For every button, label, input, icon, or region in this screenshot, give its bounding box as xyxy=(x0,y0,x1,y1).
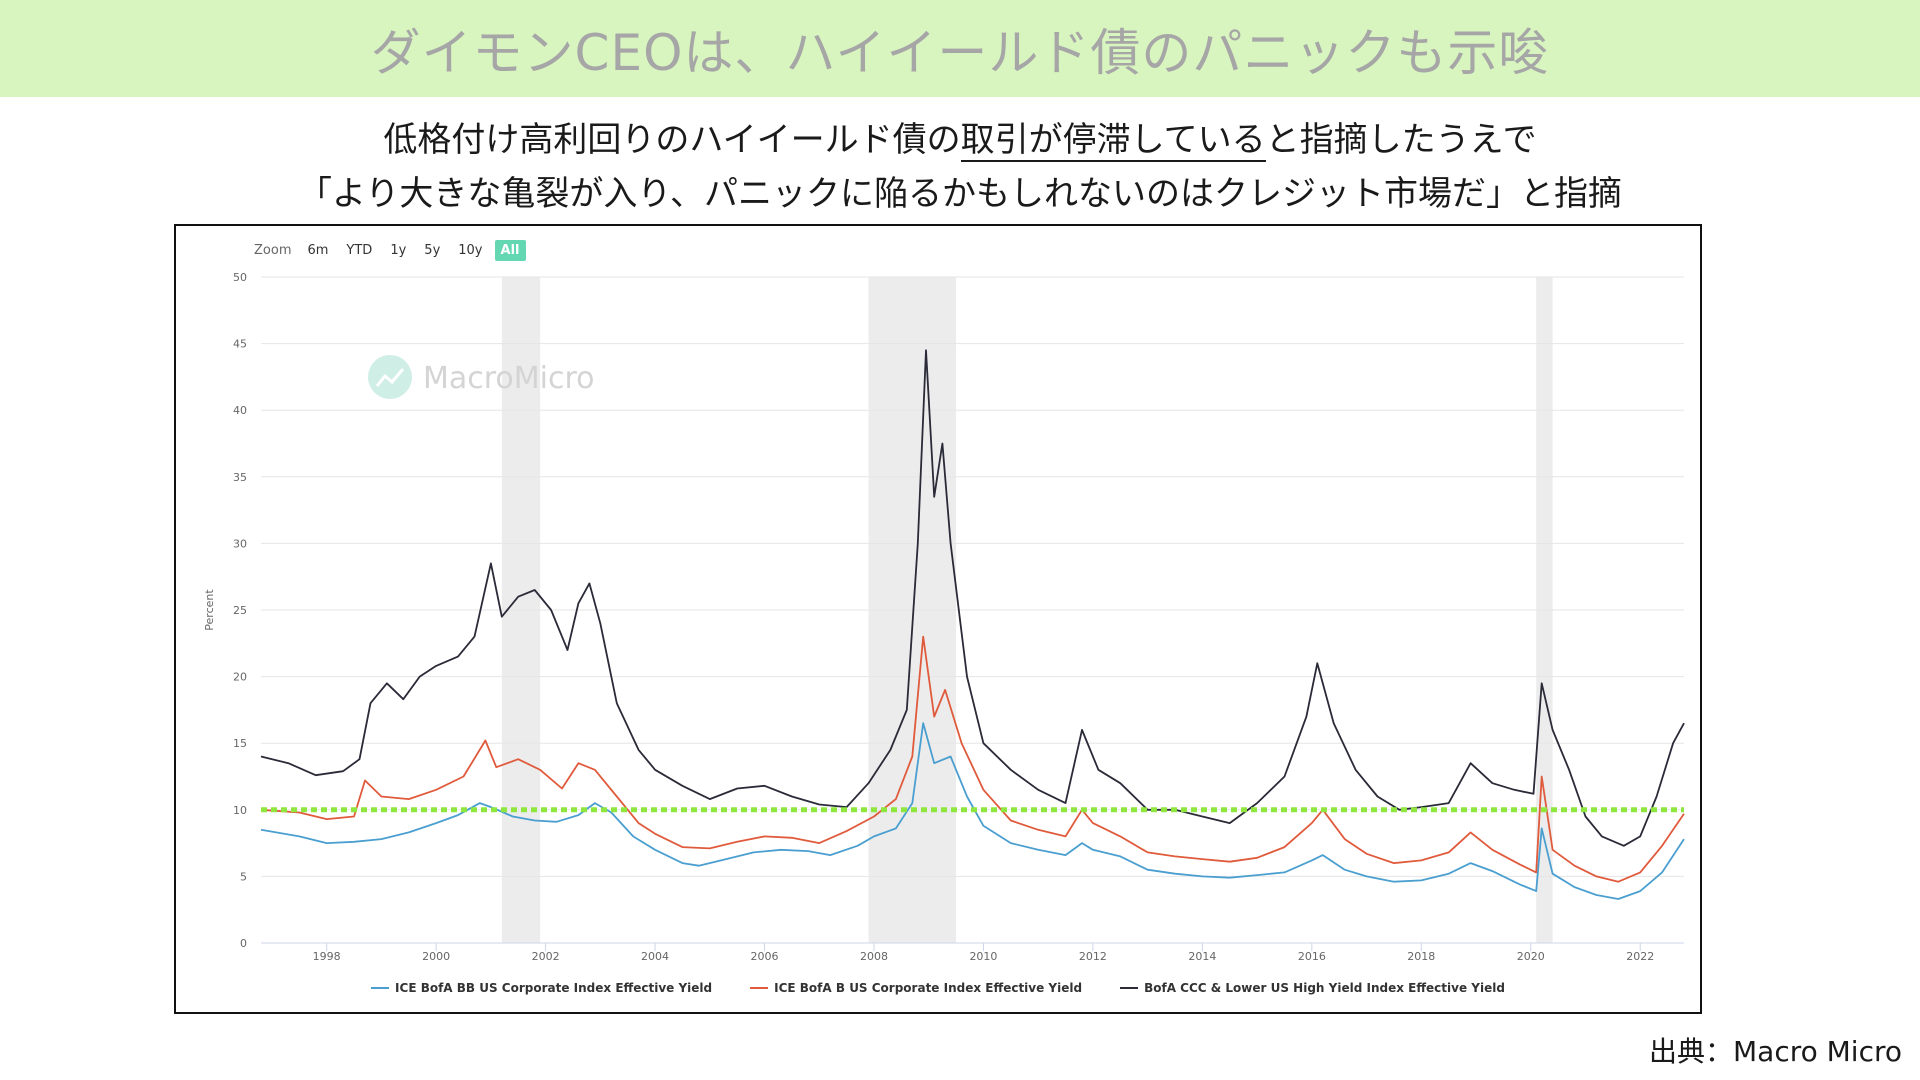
x-tick-label: 2014 xyxy=(1188,950,1216,963)
zoom-6m-button[interactable]: 6m xyxy=(307,243,329,258)
chart-legend: ICE BofA BB US Corporate Index Effective… xyxy=(176,981,1700,995)
y-tick-label: 15 xyxy=(233,737,247,750)
y-tick-label: 5 xyxy=(240,870,247,883)
x-tick-label: 2016 xyxy=(1298,950,1326,963)
subtitle-line-1-start: 低格付け高利回りのハイイールド債の xyxy=(383,120,961,160)
y-tick-label: 20 xyxy=(233,671,247,684)
zoom-bar: Zoom 6m YTD 1y 5y 10y All xyxy=(254,240,526,261)
x-tick-label: 2022 xyxy=(1626,950,1654,963)
chart-frame: 0 5 10 15 20 25 30 35 40 45 50 1998 2000 2002 2004 2006… xyxy=(174,224,1702,1014)
legend-item-ccc[interactable]: BofA CCC & Lower US High Yield Index Eff… xyxy=(1120,981,1505,995)
x-tick-label: 2000 xyxy=(422,950,450,963)
y-tick-label: 35 xyxy=(233,471,247,484)
legend-item-b[interactable]: ICE BofA B US Corporate Index Effective … xyxy=(750,981,1082,995)
x-tick-label: 2008 xyxy=(860,950,888,963)
subtitle-line-1-end: と指摘したうえで xyxy=(1265,120,1537,160)
zoom-1y-button[interactable]: 1y xyxy=(390,243,407,258)
y-tick-label: 30 xyxy=(233,537,247,550)
legend-swatch-bb xyxy=(371,987,390,989)
x-tick-label: 2004 xyxy=(641,950,669,963)
subtitle-line-1: 低格付け高利回りのハイイールド債の取引が停滞していると指摘したうえで xyxy=(0,112,1920,162)
x-tick-label: 2010 xyxy=(969,950,997,963)
x-tick-label: 2020 xyxy=(1517,950,1545,963)
subtitle-underlined-phrase: 取引が停滞している xyxy=(960,120,1266,162)
legend-label-bb: ICE BofA BB US Corporate Index Effective… xyxy=(395,981,713,995)
watermark-icon-line xyxy=(375,368,405,387)
series-line-0 xyxy=(260,722,1685,900)
legend-label-ccc: BofA CCC & Lower US High Yield Index Eff… xyxy=(1144,981,1505,995)
y-axis-label: Percent xyxy=(203,589,216,631)
zoom-5y-button[interactable]: 5y xyxy=(424,243,441,258)
y-tick-label: 45 xyxy=(233,338,247,351)
watermark-text: MacroMicro xyxy=(423,361,595,396)
title-band: ダイモンCEOは、ハイイールド債のパニックも示唆 xyxy=(0,0,1920,97)
legend-item-bb[interactable]: ICE BofA BB US Corporate Index Effective… xyxy=(371,981,712,995)
line-chart: 0 5 10 15 20 25 30 35 40 45 50 1998 2000 2002 2004 2006… xyxy=(203,271,1685,963)
subtitle-line-2: 「より大きな亀裂が入り、パニックに陥るかもしれないのはクレジット市場だ」と指摘 xyxy=(298,174,1622,214)
x-tick-label: 2006 xyxy=(751,950,779,963)
series-line-1 xyxy=(260,635,1685,883)
watermark-icon xyxy=(368,355,412,399)
zoom-all-button[interactable]: All xyxy=(494,240,526,261)
zoom-ytd-button[interactable]: YTD xyxy=(346,243,373,258)
x-tick-label: 2002 xyxy=(532,950,560,963)
y-tick-label: 0 xyxy=(240,937,247,950)
page-title: ダイモンCEOは、ハイイールド債のパニックも示唆 xyxy=(370,23,1550,82)
legend-swatch-ccc xyxy=(1120,987,1139,989)
y-tick-label: 50 xyxy=(233,271,247,284)
legend-swatch-b xyxy=(750,987,769,989)
x-tick-label: 2018 xyxy=(1407,950,1435,963)
source-credit: 出典：Macro Micro xyxy=(1649,1035,1902,1068)
zoom-10y-button[interactable]: 10y xyxy=(458,243,483,258)
series-line-2 xyxy=(260,349,1685,847)
x-tick-label: 1998 xyxy=(313,950,341,963)
zoom-label: Zoom xyxy=(254,243,292,258)
watermark-logo: MacroMicro xyxy=(368,355,595,399)
x-tick-label: 2012 xyxy=(1079,950,1107,963)
legend-label-b: ICE BofA B US Corporate Index Effective … xyxy=(774,981,1083,995)
y-tick-label: 25 xyxy=(233,604,247,617)
y-tick-label: 10 xyxy=(233,804,247,817)
y-tick-label: 40 xyxy=(233,404,247,417)
